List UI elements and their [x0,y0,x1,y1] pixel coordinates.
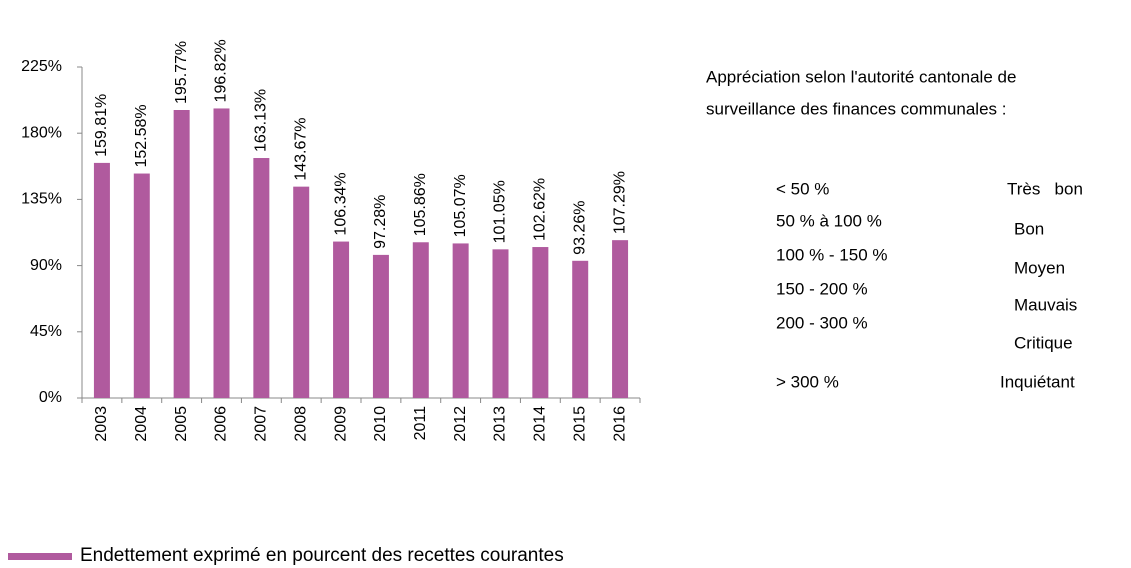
rating-range: > 300 % [776,372,839,391]
x-tick-label: 2007 [253,406,270,442]
data-label: 106.34% [332,172,349,235]
data-label: 105.86% [412,173,429,236]
x-tick-label: 2008 [292,406,309,442]
rating-range: 100 % - 150 % [776,245,888,264]
bar [532,247,549,398]
bar [213,108,230,399]
rating-range: 200 - 300 % [776,313,868,332]
data-label: 152.58% [133,104,150,167]
x-tick-label: 2005 [173,406,190,442]
data-label: 159.81% [93,94,110,157]
x-tick-label: 2013 [492,406,509,442]
bar [173,110,190,398]
rating-label: Critique [1014,333,1073,352]
rating-range: 50 % à 100 % [776,211,882,230]
y-tick-label: 225% [21,58,62,75]
bar [492,249,509,398]
x-tick-label: 2009 [332,406,349,442]
rating-label: Moyen [1014,258,1065,277]
bar [253,158,270,398]
data-label: 107.29% [611,171,628,234]
annotation: surveillance des finances communales : [706,99,1006,118]
data-label: 101.05% [492,180,509,243]
annotation: Appréciation selon l'autorité cantonale … [706,67,1016,86]
y-tick-label: 90% [30,257,62,274]
data-label: 105.07% [452,174,469,237]
bar [133,173,150,398]
x-tick-label: 2012 [452,406,469,442]
bar [452,243,469,398]
rating-range: < 50 % [776,179,829,198]
x-tick-label: 2016 [611,406,628,442]
x-tick-label: 2015 [571,406,588,442]
data-label: 93.26% [571,201,588,255]
x-tick-label: 2011 [412,406,429,441]
y-tick-label: 45% [30,323,62,340]
legend-swatch [8,553,72,560]
data-label: 163.13% [253,89,270,152]
bar [372,254,389,398]
data-label: 196.82% [213,39,230,102]
rating-label: Bon [1014,219,1044,238]
bar [93,162,110,398]
rating-label: Mauvais [1014,295,1077,314]
x-tick-label: 2010 [372,406,389,442]
data-label: 97.28% [372,195,389,249]
bar [412,242,429,398]
legend-label: Endettement exprimé en pourcent des rece… [80,545,564,566]
x-tick-label: 2004 [133,406,150,442]
rating-range: 150 - 200 % [776,279,868,298]
rating-label: Inquiétant [1000,372,1075,391]
bar [333,241,350,398]
x-tick-label: 2014 [532,406,549,442]
x-tick-label: 2003 [93,406,110,442]
bar [293,186,310,398]
rating-label: Très bon [1007,179,1083,198]
y-tick-label: 135% [21,191,62,208]
bar [572,260,589,398]
data-label: 195.77% [173,41,190,104]
bar [612,240,629,398]
y-tick-label: 180% [21,124,62,141]
x-tick-label: 2006 [213,406,230,442]
y-tick-label: 0% [39,389,62,406]
data-label: 143.67% [292,117,309,180]
data-label: 102.62% [532,178,549,241]
